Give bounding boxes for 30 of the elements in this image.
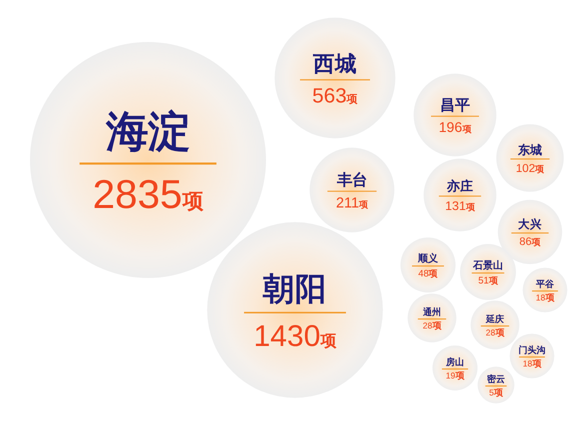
category-label: 通州 xyxy=(422,307,441,318)
category-label: 亦庄 xyxy=(446,178,473,195)
data-label: 211项 xyxy=(336,195,370,212)
category-label: 西城 xyxy=(312,52,357,77)
category-label: 昌平 xyxy=(440,96,470,114)
category-label: 顺义 xyxy=(417,252,439,265)
data-label: 5项 xyxy=(489,387,504,398)
category-label: 房山 xyxy=(445,357,464,368)
data-label: 2835项 xyxy=(92,171,204,218)
data-label: 18项 xyxy=(522,358,542,368)
data-label: 51项 xyxy=(478,276,499,287)
category-label: 大兴 xyxy=(518,217,542,232)
category-label: 密云 xyxy=(487,374,505,385)
data-label: 28项 xyxy=(422,320,442,330)
data-label: 1430项 xyxy=(254,320,338,353)
category-label: 东城 xyxy=(517,142,542,157)
data-label: 19项 xyxy=(446,370,466,380)
data-label: 102项 xyxy=(516,162,546,175)
data-label: 196项 xyxy=(438,118,472,135)
data-label: 131项 xyxy=(445,198,476,213)
data-label: 86项 xyxy=(519,236,542,248)
data-label: 18项 xyxy=(536,292,556,302)
data-label: 48项 xyxy=(418,267,439,278)
data-label: 28项 xyxy=(486,327,506,338)
category-label: 丰台 xyxy=(336,170,367,189)
category-label: 延庆 xyxy=(485,314,504,325)
data-label: 563项 xyxy=(312,84,359,108)
category-label: 海淀 xyxy=(105,108,190,157)
category-label: 平谷 xyxy=(535,279,555,290)
category-label: 门头沟 xyxy=(518,345,546,356)
